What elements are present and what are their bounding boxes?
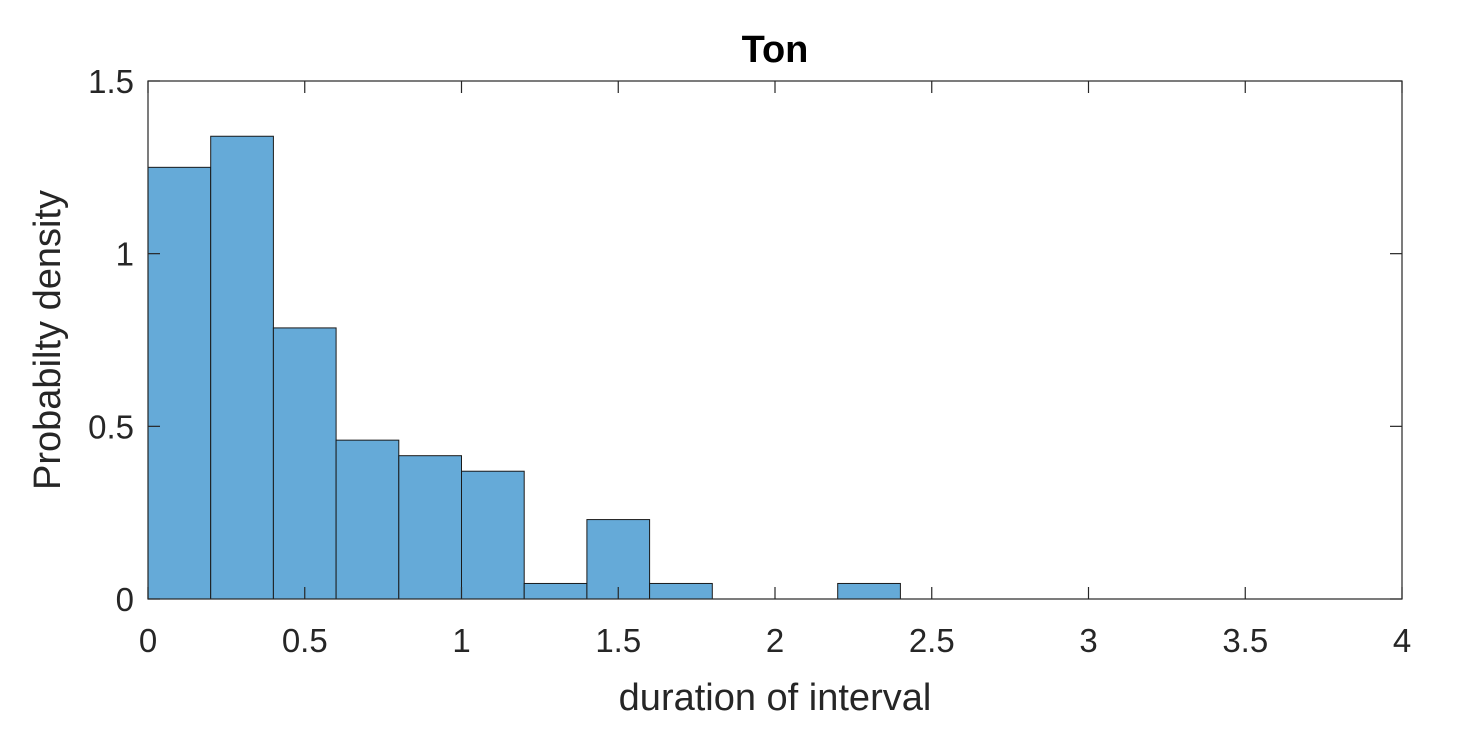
y-tick-label: 1.5: [88, 63, 134, 100]
x-tick-label: 0: [139, 622, 157, 659]
bars-group: [147, 135, 901, 600]
x-tick-label: 3: [1079, 622, 1097, 659]
x-tick-label: 1: [452, 622, 470, 659]
y-tick-labels: 0 0.5 1 1.5: [88, 63, 134, 618]
plot-frame: [147, 80, 1403, 600]
histogram-bar: [147, 166, 212, 600]
histogram-bar: [398, 455, 462, 600]
histogram-bar: [586, 519, 651, 600]
histogram-bar: [523, 582, 588, 600]
y-tick-label: 0.5: [88, 408, 134, 445]
x-tick-labels: 0 0.5 1 1.5 2 2.5 3 3.5 4: [139, 622, 1411, 659]
histogram-bar: [210, 135, 274, 600]
y-axis-label: Probabilty density: [27, 190, 69, 490]
x-tick-label: 2.5: [909, 622, 955, 659]
x-tick-label: 3.5: [1222, 622, 1268, 659]
histogram-bar: [837, 582, 901, 600]
histogram-bar: [272, 327, 337, 600]
y-tick-label: 0: [116, 581, 134, 618]
histogram-bar: [461, 470, 525, 600]
x-axis-label: duration of interval: [619, 677, 932, 719]
histogram-bar: [649, 582, 713, 600]
x-tick-label: 2: [766, 622, 784, 659]
chart-title: Ton: [742, 29, 809, 71]
x-tick-label: 1.5: [595, 622, 641, 659]
y-tick-label: 1: [116, 236, 134, 273]
x-tick-label: 4: [1393, 622, 1411, 659]
x-tick-label: 0.5: [282, 622, 328, 659]
histogram-bar: [335, 439, 400, 600]
